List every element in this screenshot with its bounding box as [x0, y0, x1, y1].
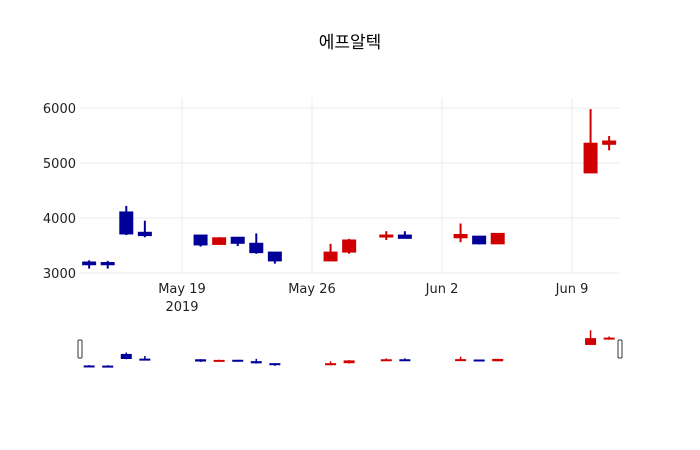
x-tick-label: Jun 9: [555, 282, 589, 297]
slider-candle-body: [455, 359, 467, 362]
slider-candle-body: [380, 359, 392, 362]
candle-body: [193, 234, 208, 246]
slider-candle-body: [232, 359, 244, 362]
candle-body: [82, 261, 97, 266]
candle-body: [379, 234, 394, 238]
y-tick-label: 6000: [43, 102, 76, 117]
slider-candle-body: [603, 337, 615, 340]
candlestick[interactable]: [193, 234, 208, 247]
y-tick-label: 3000: [43, 267, 76, 282]
candlestick[interactable]: [397, 231, 412, 239]
y-tick-label: 5000: [43, 157, 76, 172]
candle-body: [230, 236, 245, 244]
slider-candle-body: [83, 365, 95, 368]
x-tick-label: Jun 2: [425, 282, 459, 297]
slider-candle-body: [213, 359, 225, 362]
candle-body: [583, 142, 598, 174]
slider-candle-body: [195, 359, 207, 362]
slider-candle-body: [120, 353, 132, 360]
candlestick[interactable]: [453, 223, 468, 243]
candle-body: [100, 262, 115, 266]
candle-body: [490, 232, 505, 245]
candle-body: [342, 239, 357, 253]
x-tick-label: May 26: [288, 282, 336, 297]
candle-body: [453, 234, 468, 239]
x-tick-label: May 19: [158, 282, 206, 297]
range-slider[interactable]: [77, 330, 623, 368]
candlestick[interactable]: [379, 231, 394, 240]
candlestick[interactable]: [212, 237, 227, 245]
chart-title: 에프알텍: [319, 33, 382, 53]
candlestick[interactable]: [230, 236, 245, 247]
range-slider-right-handle[interactable]: [617, 339, 623, 359]
candlestick[interactable]: [602, 136, 617, 151]
candle-body: [323, 251, 338, 262]
slider-candle-body: [473, 359, 485, 362]
slider-candle-body: [343, 360, 355, 364]
slider-candle-body: [250, 361, 262, 364]
candle-body: [472, 235, 487, 245]
slider-candle-body: [399, 359, 411, 362]
candlestick[interactable]: [137, 220, 152, 238]
slider-candle-body: [102, 365, 114, 368]
y-tick-label: 4000: [43, 212, 76, 227]
candlestick[interactable]: [82, 260, 97, 269]
candle-body: [119, 211, 134, 235]
candlestick[interactable]: [583, 109, 598, 174]
candle-body: [249, 242, 264, 254]
candlestick[interactable]: [267, 251, 282, 264]
candlestick[interactable]: [472, 235, 487, 245]
range-slider-left-handle[interactable]: [77, 339, 83, 359]
y-axis: 3000 4000 5000 6000: [43, 102, 76, 282]
candle-body: [397, 234, 412, 239]
candlestick[interactable]: [119, 205, 134, 236]
x-axis: May 19 2019 May 26 Jun 2 Jun 9: [158, 282, 588, 315]
candle-body: [212, 237, 227, 245]
x-tick-year-label: 2019: [165, 300, 198, 315]
gridlines: [80, 98, 620, 274]
slider-candle-body: [585, 338, 597, 345]
slider-candle-body: [325, 363, 337, 366]
candlestick[interactable]: [100, 260, 115, 269]
candlestick[interactable]: [342, 238, 357, 254]
candlestick[interactable]: [490, 232, 505, 245]
plot-area[interactable]: [82, 109, 617, 269]
candle-body: [137, 231, 152, 237]
slider-candle-body: [492, 358, 504, 362]
candlestick[interactable]: [249, 233, 264, 254]
slider-candle-body: [139, 358, 151, 361]
candle-body: [267, 251, 282, 262]
candle-body: [602, 140, 617, 145]
candlestick[interactable]: [323, 243, 338, 262]
slider-candle-body: [269, 363, 281, 366]
